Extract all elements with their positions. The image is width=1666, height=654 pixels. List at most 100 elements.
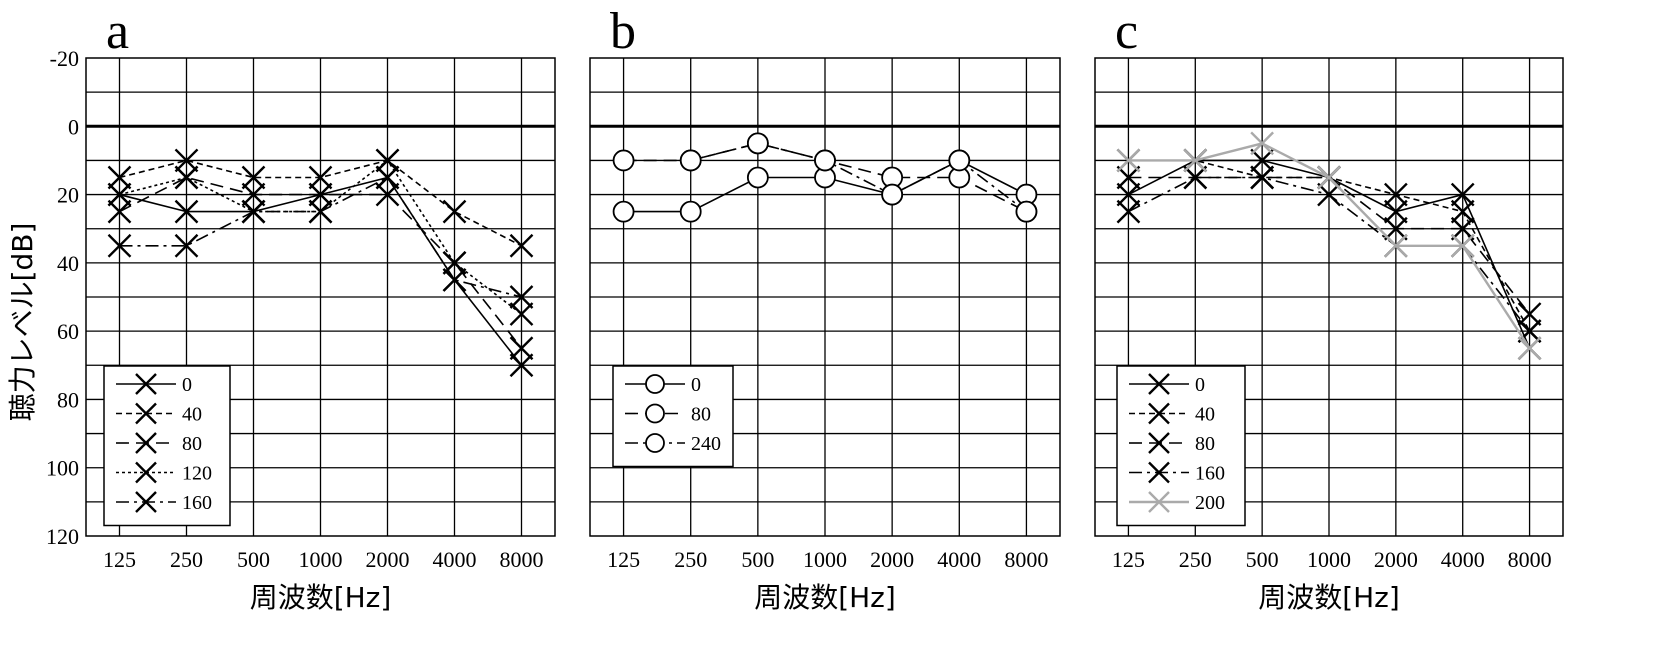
y-tick-label: 20 [57, 183, 79, 208]
data-point [375, 148, 400, 173]
data-point [1384, 233, 1408, 258]
y-tick-label: 120 [46, 524, 79, 549]
legend-item: 200 [1129, 491, 1225, 514]
legend: 0 40 80 160 200 [1116, 365, 1246, 527]
legend-label: 0 [1195, 374, 1205, 396]
data-point [509, 302, 534, 326]
legend-label: 80 [691, 404, 711, 426]
data-point [1183, 165, 1208, 190]
legend-item: 80 [1129, 432, 1215, 455]
data-point [135, 461, 157, 484]
legend-item: 80 [625, 404, 711, 426]
y-tick-label: -20 [50, 46, 79, 71]
data-point [1517, 336, 1542, 361]
x-tick-label: 8000 [500, 547, 544, 572]
x-tick-label: 125 [607, 547, 640, 572]
data-point [174, 233, 199, 258]
data-point [1450, 199, 1475, 224]
data-point [1450, 182, 1475, 207]
legend-item: 40 [116, 402, 202, 426]
legend-box [103, 365, 231, 527]
data-point [1450, 216, 1475, 241]
data-point [948, 149, 971, 172]
data-point [645, 374, 665, 394]
data-point [509, 285, 534, 309]
data-point [1384, 199, 1408, 224]
x-tick-label: 250 [170, 547, 203, 572]
x-tick-label: 500 [237, 547, 270, 572]
panel-a: a 125 250 500 1000 2000 4000 8000 周波数[Hz] 0 40 80 12… [85, 3, 556, 614]
data-point [679, 149, 702, 172]
data-point [1148, 402, 1170, 425]
legend-item: 160 [116, 491, 212, 514]
data-point [1116, 165, 1141, 190]
x-tick-label: 125 [103, 547, 136, 572]
data-point [174, 199, 199, 224]
x-tick-label: 500 [1246, 547, 1279, 572]
y-tick-label: 60 [57, 319, 79, 344]
legend-label: 0 [182, 374, 192, 396]
legend-box [612, 365, 734, 468]
data-point [1148, 432, 1170, 454]
data-point [1148, 373, 1170, 395]
data-point [135, 432, 157, 454]
x-tick-label: 4000 [937, 547, 981, 572]
x-tick-label: 1000 [299, 547, 343, 572]
data-point [1116, 182, 1141, 207]
x-tick-label: 8000 [1004, 547, 1048, 572]
data-point [174, 148, 199, 173]
data-point [881, 183, 904, 206]
data-point [241, 165, 266, 190]
x-tick-label: 2000 [366, 547, 410, 572]
data-point [1250, 131, 1274, 156]
data-point [509, 353, 534, 378]
legend-item: 120 [116, 461, 212, 485]
panel-letter: c [1115, 3, 1138, 60]
data-point [1250, 165, 1274, 190]
data-point [1384, 182, 1408, 207]
data-point [746, 166, 769, 189]
data-point [1250, 148, 1274, 173]
x-tick-label: 125 [1112, 547, 1145, 572]
legend-item: 0 [625, 374, 701, 396]
data-point [135, 402, 157, 425]
legend-label: 160 [1195, 463, 1225, 485]
data-point [442, 199, 467, 224]
data-point [442, 268, 467, 292]
data-point [442, 251, 467, 275]
x-axis-label: 周波数[Hz] [1258, 581, 1400, 614]
legend-label: 80 [182, 433, 202, 455]
panel-letter: b [610, 3, 636, 60]
data-point [509, 336, 534, 361]
legend-item: 160 [1129, 461, 1225, 485]
legend-item: 240 [625, 433, 721, 455]
legend-item: 0 [1129, 373, 1205, 396]
data-point [375, 182, 400, 207]
data-point [1317, 165, 1341, 190]
data-point [107, 182, 132, 207]
x-tick-label: 1000 [803, 547, 847, 572]
y-tick-label: 40 [57, 251, 79, 276]
legend-label: 240 [691, 433, 721, 455]
data-point [612, 200, 635, 223]
y-axis-label: 聴力レベル[dB] [6, 223, 39, 422]
x-tick-label: 8000 [1508, 547, 1552, 572]
data-point [308, 165, 333, 190]
x-tick-label: 500 [741, 547, 774, 572]
legend-item: 80 [116, 432, 202, 455]
data-point [645, 403, 665, 424]
series-160 [107, 165, 534, 309]
data-point [308, 199, 333, 224]
data-point [612, 149, 635, 172]
legend: 0 40 80 120 160 [103, 365, 231, 527]
series-240 [679, 132, 1038, 223]
series-line [690, 142, 1027, 213]
legend-label: 120 [182, 463, 212, 485]
data-point [1116, 148, 1141, 173]
legend-label: 80 [1195, 433, 1215, 455]
data-point [135, 491, 157, 513]
data-point [135, 373, 157, 395]
data-point [679, 200, 702, 223]
data-point [1148, 461, 1170, 484]
data-point [814, 149, 836, 172]
